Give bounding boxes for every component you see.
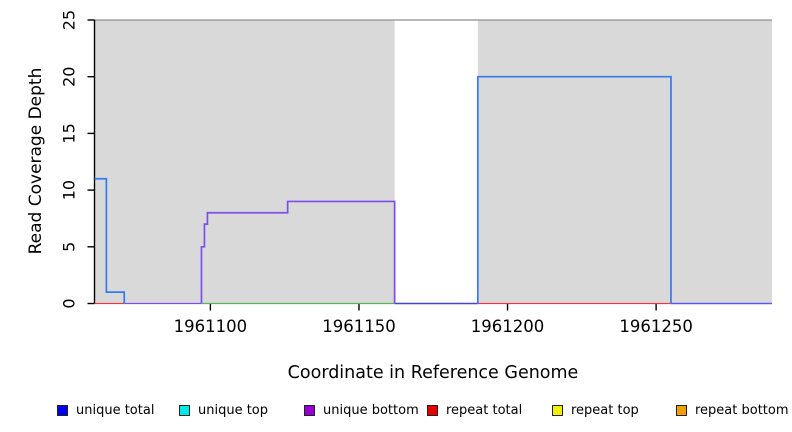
- legend-item-repeat-bottom: repeat bottom: [676, 401, 789, 419]
- legend-item-repeat-top: repeat top: [552, 401, 639, 419]
- repeat-bottom-swatch-icon: [676, 404, 687, 416]
- legend-label: repeat total: [446, 402, 523, 418]
- x-tick-label: 1961100: [174, 317, 248, 336]
- y-tick-label: 15: [60, 123, 79, 143]
- legend-label: unique bottom: [323, 402, 419, 418]
- covered-region-right: [477, 20, 772, 304]
- repeat-top-swatch-icon: [552, 404, 563, 416]
- unique-top-swatch-icon: [179, 404, 190, 416]
- repeat-total-swatch-icon: [427, 404, 438, 416]
- x-axis-title: Coordinate in Reference Genome: [287, 363, 579, 383]
- y-tick-label: 0: [60, 298, 79, 308]
- legend-label: unique top: [198, 402, 269, 418]
- legend-item-repeat-total: repeat total: [427, 401, 522, 419]
- y-tick-label: 25: [60, 10, 79, 30]
- series-unique-total-left-spike: [94, 177, 126, 304]
- x-tick-label: 1961200: [471, 317, 545, 336]
- legend: unique total unique top unique bottom re…: [0, 401, 792, 425]
- legend-item-unique-bottom: unique bottom: [304, 401, 419, 419]
- legend-item-unique-top: unique top: [179, 401, 268, 419]
- series-unique-total-right-block: [476, 75, 672, 304]
- legend-label: repeat bottom: [695, 402, 789, 418]
- unique-total-swatch-icon: [57, 404, 68, 416]
- legend-label: unique total: [76, 402, 155, 418]
- y-tick-label: 10: [60, 180, 79, 200]
- series-unique-bottom-coverage: [200, 200, 396, 304]
- legend-label: repeat top: [571, 402, 639, 418]
- x-tick-label: 1961250: [619, 317, 693, 336]
- x-tick-label: 1961150: [322, 317, 396, 336]
- y-tick-label: 20: [60, 67, 79, 87]
- covered-region-left: [94, 20, 395, 304]
- y-axis-title: Read Coverage Depth: [26, 67, 46, 255]
- legend-item-unique-total: unique total: [57, 401, 154, 419]
- y-tick-label: 5: [60, 242, 79, 252]
- unique-bottom-swatch-icon: [304, 404, 315, 416]
